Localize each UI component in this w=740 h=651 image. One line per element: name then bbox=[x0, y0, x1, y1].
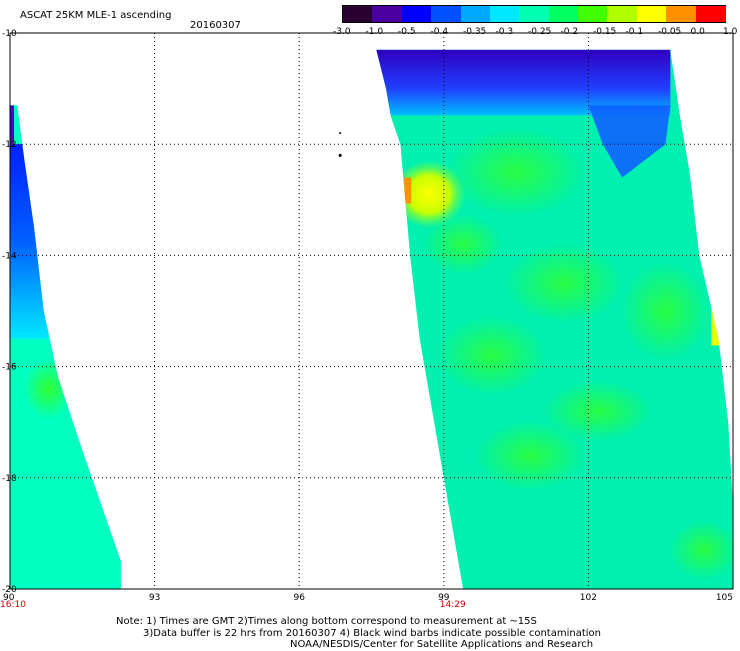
pass-time-label: 14:29 bbox=[439, 600, 466, 610]
orange-edge bbox=[404, 177, 412, 204]
x-tick-label: 96 bbox=[293, 593, 305, 603]
colorbar-segment bbox=[343, 6, 374, 22]
green-region bbox=[543, 381, 654, 442]
note-line-2: 3)Data buffer is 22 hrs from 20160307 4)… bbox=[143, 628, 601, 639]
island-mark bbox=[339, 132, 342, 135]
colorbar-label: -0.5 bbox=[398, 27, 416, 37]
green-region bbox=[475, 420, 586, 491]
green-region bbox=[23, 358, 74, 419]
colorbar-segment bbox=[548, 6, 580, 22]
colorbar-label: 1.0 bbox=[723, 27, 738, 37]
x-tick-label: 90 bbox=[3, 593, 15, 603]
green-region bbox=[620, 261, 711, 361]
colorbar-label: -3.0 bbox=[333, 27, 351, 37]
blue-tongue bbox=[588, 105, 671, 178]
colorbar-segment bbox=[607, 6, 638, 22]
green-region bbox=[423, 214, 504, 275]
colorbar-label: 0.0 bbox=[690, 27, 705, 37]
colorbar-segment bbox=[636, 6, 668, 22]
yellow-patch bbox=[395, 160, 470, 229]
colorbar-label: -0.05 bbox=[658, 27, 682, 37]
west-swath bbox=[10, 105, 121, 590]
x-tick-label: 102 bbox=[580, 593, 597, 603]
colorbar-label: -0.3 bbox=[495, 27, 514, 37]
note-line-3: NOAA/NESDIS/Center for Satellite Applica… bbox=[290, 639, 594, 650]
map-frame bbox=[9, 32, 734, 590]
colorbar-segment bbox=[695, 6, 727, 22]
colorbar-segment bbox=[519, 6, 550, 22]
y-tick-label: -10 bbox=[2, 29, 17, 39]
y-tick-label: -14 bbox=[2, 251, 17, 261]
colorbar-segment bbox=[431, 6, 462, 22]
yellow-streak bbox=[711, 305, 720, 346]
west-blue-edge bbox=[10, 144, 49, 339]
colorbar-label: -0.15 bbox=[593, 27, 617, 37]
colorbar-segment bbox=[666, 6, 697, 22]
pass-time-label: 16:10 bbox=[0, 600, 26, 610]
green-region bbox=[446, 127, 587, 217]
green-region bbox=[437, 315, 547, 396]
map-title: ASCAT 25KM MLE-1 ascending bbox=[20, 10, 172, 21]
map-date: 20160307 bbox=[190, 20, 241, 31]
y-tick-label: -18 bbox=[2, 474, 17, 484]
x-tick-label: 99 bbox=[438, 593, 450, 603]
island-mark bbox=[338, 153, 342, 157]
colorbar-segment bbox=[578, 6, 609, 22]
colorbar-segment bbox=[489, 6, 521, 22]
colorbar-label: -0.1 bbox=[625, 27, 644, 37]
colorbar-segment bbox=[372, 6, 403, 22]
y-tick-label: -12 bbox=[2, 140, 17, 150]
y-tick-label: -20 bbox=[2, 585, 17, 595]
colorbar-label: -0.25 bbox=[528, 27, 552, 37]
colorbar bbox=[342, 5, 727, 23]
colorbar-segment bbox=[460, 6, 492, 22]
x-tick-label: 93 bbox=[149, 593, 160, 603]
colorbar-label: -1.0 bbox=[365, 27, 384, 37]
colorbar-label: -0.4 bbox=[430, 27, 449, 37]
green-region bbox=[504, 243, 625, 324]
colorbar-label: -0.2 bbox=[560, 27, 579, 37]
x-tick-label: 105 bbox=[716, 593, 733, 603]
colorbar-label: -0.35 bbox=[463, 27, 487, 37]
colorbar-segment bbox=[401, 6, 433, 22]
note-line-1: Note: 1) Times are GMT 2)Times along bot… bbox=[116, 616, 537, 627]
y-tick-label: -16 bbox=[2, 363, 17, 373]
green-region bbox=[669, 520, 733, 581]
blue-band-north bbox=[376, 49, 671, 116]
west-purple-edge bbox=[10, 105, 14, 146]
